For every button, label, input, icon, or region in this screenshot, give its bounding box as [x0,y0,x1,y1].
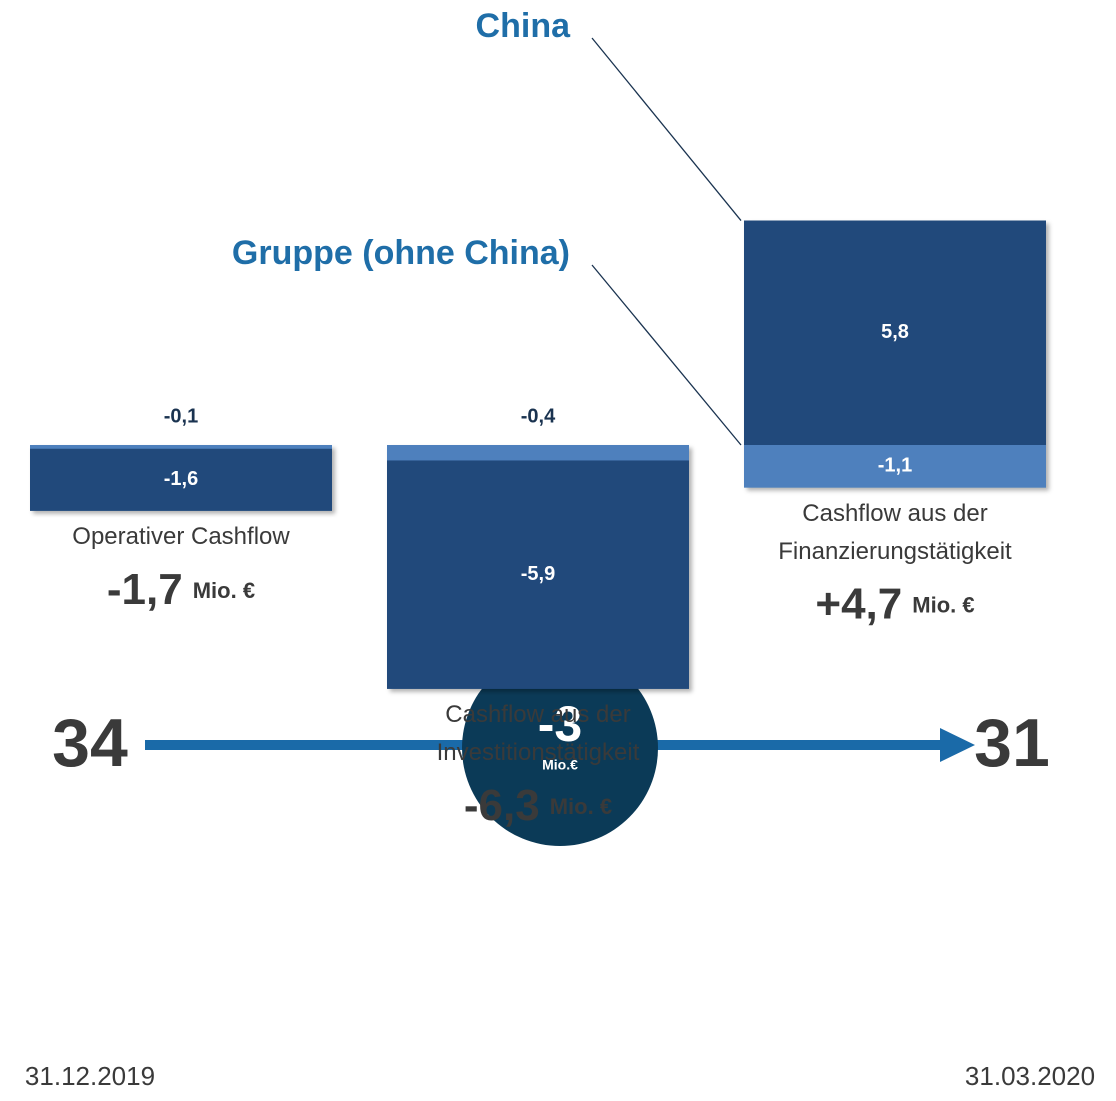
total-unit: Mio. € [550,794,612,819]
bar-segment [30,448,332,511]
data-label: -0,1 [164,405,198,427]
total-value: +4,7 [815,579,902,628]
legend-leader [591,264,742,446]
total-value: -6,3 [464,780,540,829]
change-unit: Mio.€ [542,757,578,773]
arrow-head [940,728,975,762]
total-value: -1,7 [107,564,183,613]
category-label: Cashflow aus der [802,500,987,527]
data-label: -0,4 [521,405,556,427]
category-label: Investitionstätigkeit [437,739,640,766]
legend-leader [591,37,742,221]
category-label: Finanzierungstätigkeit [778,538,1012,565]
end-date: 31.03.2020 [965,1061,1095,1091]
bar-segment [387,460,689,689]
start-value: 34 [52,705,128,781]
bar-segment [387,445,689,461]
total-label: -1,7 Mio. € [107,564,255,613]
category-label: Cashflow aus der [445,701,630,728]
legend-label: China [476,7,572,45]
legend-label: Gruppe (ohne China) [232,234,570,272]
category-label: Operativer Cashflow [72,523,290,550]
data-label: -1,1 [878,455,912,477]
bar-segment [30,445,332,449]
data-label: -5,9 [521,563,555,585]
total-label: +4,7 Mio. € [815,579,974,628]
change-value: -3 [538,696,582,752]
change-circle [462,650,658,846]
end-value: 31 [974,705,1050,781]
data-label: -1,6 [164,468,198,490]
total-unit: Mio. € [193,578,255,603]
bar-segment [744,445,1046,488]
total-unit: Mio. € [912,592,974,617]
bar-segment [744,220,1046,445]
start-date: 31.12.2019 [25,1061,155,1091]
data-label: 5,8 [881,321,909,343]
total-label: -6,3 Mio. € [464,780,612,829]
